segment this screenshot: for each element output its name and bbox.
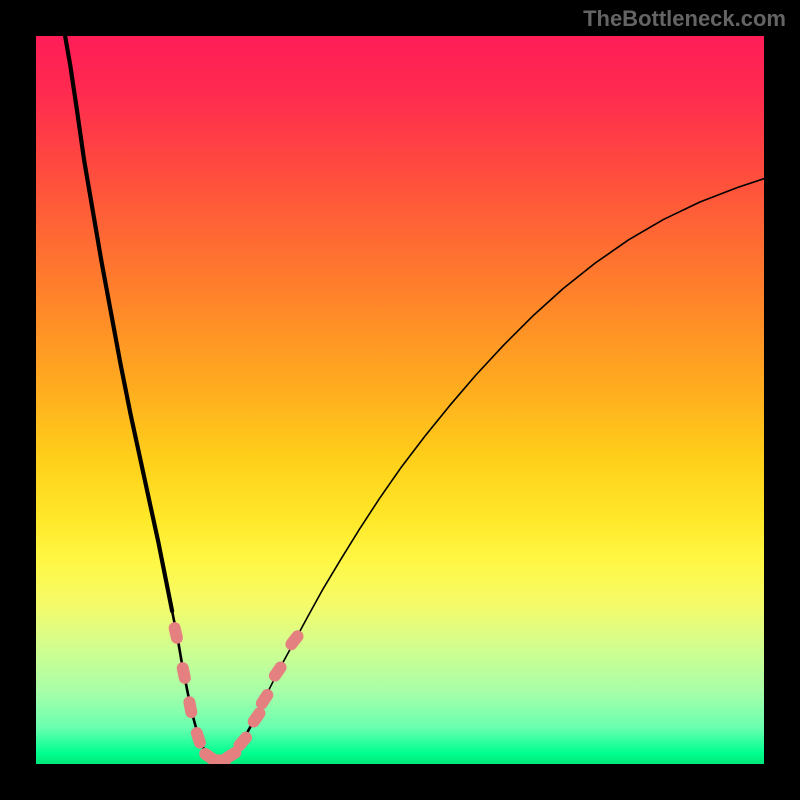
plot-area (36, 36, 764, 764)
plot-background (36, 36, 764, 764)
watermark-text: TheBottleneck.com (583, 6, 786, 32)
chart-frame: TheBottleneck.com (0, 0, 800, 800)
